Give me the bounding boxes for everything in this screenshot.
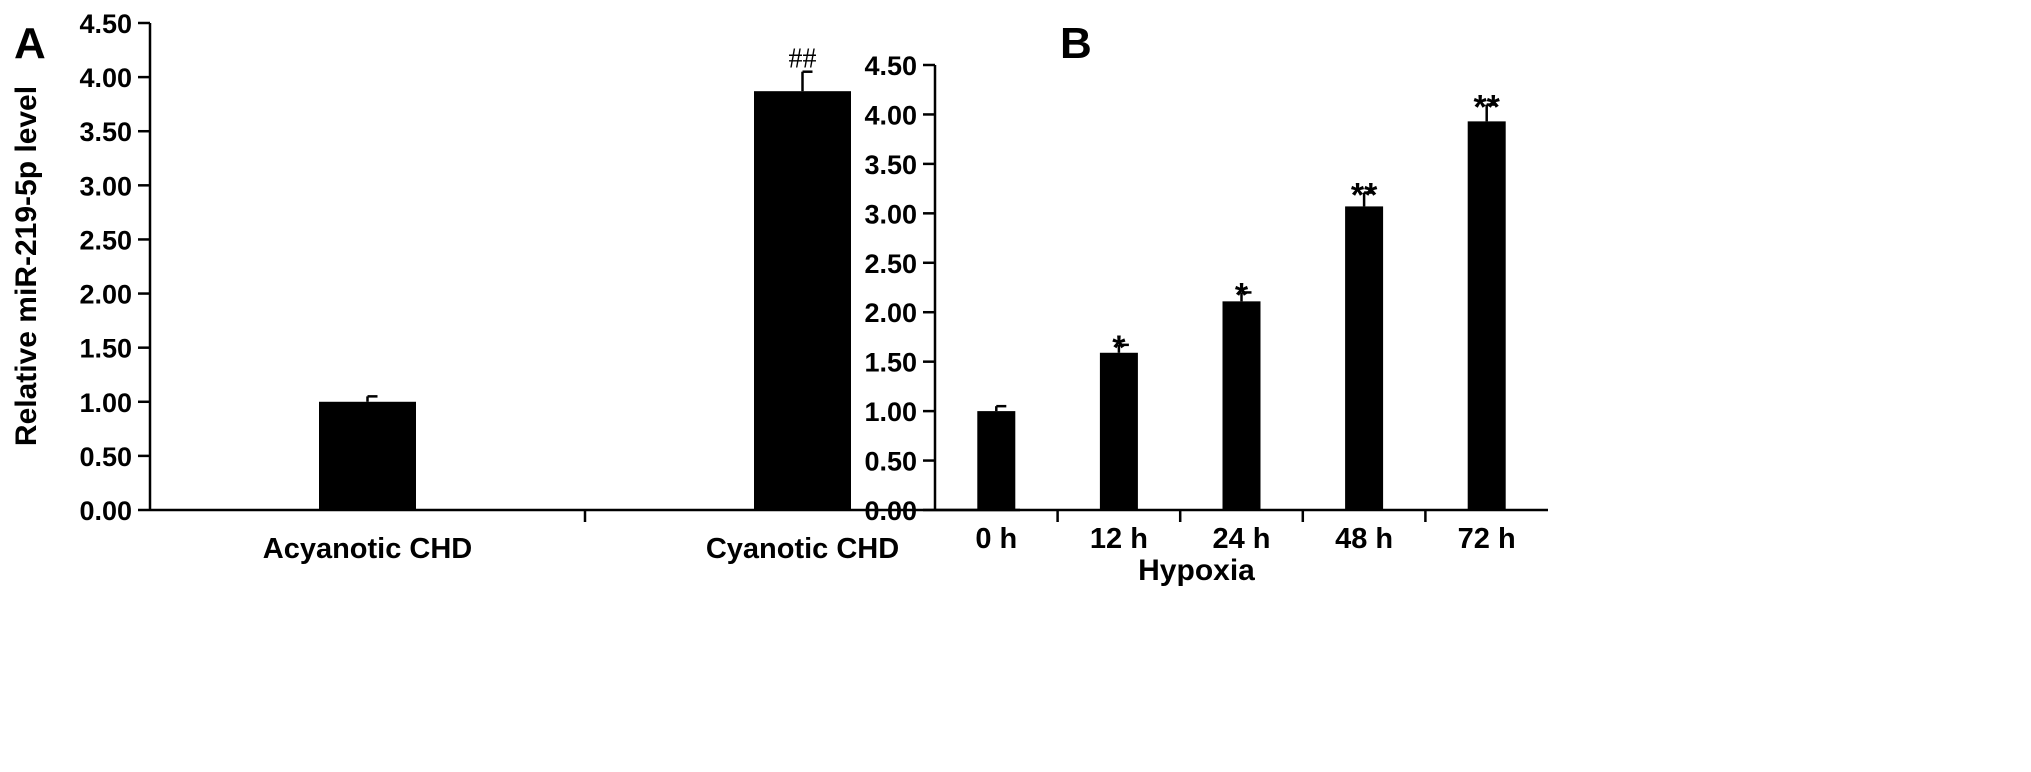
y-tick-label: 4.00 <box>79 63 132 93</box>
panel-b: B Relative miR-219-5p level 0.00 0.50 1.00… <box>816 19 1548 587</box>
x-categories-a: Acyanotic CHD Cyanotic CHD <box>263 533 899 565</box>
y-tick-label: 3.50 <box>864 150 917 180</box>
panel-a: A Relative miR-219-5p level 0.00 0.50 1.00… <box>10 9 1020 565</box>
x-category-label: 24 h <box>1212 523 1270 555</box>
panel-letter-a: A <box>14 19 46 68</box>
significance-label: ## <box>789 44 817 75</box>
y-tick-label: 1.50 <box>864 348 917 378</box>
bar <box>1345 206 1384 510</box>
y-ticks-a: 0.00 0.50 1.00 1.50 2.00 2.50 3.00 3.50 4.00 4.50 <box>79 9 150 526</box>
axes-b <box>933 65 1548 522</box>
significance-label: ** <box>1351 177 1378 215</box>
x-category-label: Cyanotic CHD <box>706 533 899 565</box>
x-category-label: Acyanotic CHD <box>263 533 473 565</box>
x-category-label: 12 h <box>1090 523 1148 555</box>
bar <box>1467 121 1506 510</box>
y-ticks-b: 0.00 0.50 1.00 1.50 2.00 2.50 3.00 3.50 4.00 4.50 <box>864 51 935 526</box>
y-tick-label: 1.00 <box>864 397 917 427</box>
bars-a: ## <box>319 44 851 511</box>
y-tick-label: 3.00 <box>864 199 917 229</box>
x-axis-label-b: Hypoxia <box>1138 554 1255 587</box>
bar <box>1222 301 1261 510</box>
bar <box>754 91 851 511</box>
bar <box>319 401 416 510</box>
bars-b: ****** <box>977 89 1506 510</box>
y-tick-label: 3.00 <box>79 171 132 201</box>
y-tick-label: 2.00 <box>79 280 132 310</box>
y-tick-label: 2.50 <box>79 225 132 255</box>
y-tick-label: 2.00 <box>864 298 917 328</box>
x-category-label: 72 h <box>1458 523 1516 555</box>
y-tick-label: 4.00 <box>864 100 917 130</box>
y-tick-label: 4.50 <box>864 51 917 81</box>
x-category-label: 0 h <box>975 523 1017 555</box>
panel-letter-b: B <box>1060 19 1092 68</box>
significance-label: ** <box>1473 89 1500 127</box>
significance-label: * <box>1112 329 1126 367</box>
significance-label: * <box>1235 276 1249 314</box>
bar <box>1099 352 1138 510</box>
x-category-label: 48 h <box>1335 523 1393 555</box>
y-tick-label: 1.50 <box>79 334 132 364</box>
y-axis-label-a: Relative miR-219-5p level <box>10 86 43 446</box>
y-tick-label: 0.50 <box>79 442 132 472</box>
y-axis-label-b: Relative miR-219-5p level <box>816 108 849 468</box>
axes-a <box>148 23 1020 522</box>
y-tick-label: 0.50 <box>864 447 917 477</box>
y-tick-label: 1.00 <box>79 388 132 418</box>
y-tick-label: 2.50 <box>864 249 917 279</box>
y-tick-label: 0.00 <box>864 496 917 526</box>
y-tick-label: 4.50 <box>79 9 132 39</box>
y-tick-label: 0.00 <box>79 496 132 526</box>
y-tick-label: 3.50 <box>79 117 132 147</box>
bar <box>977 411 1016 510</box>
x-categories-b: 0 h 12 h 24 h 48 h 72 h <box>975 523 1515 555</box>
